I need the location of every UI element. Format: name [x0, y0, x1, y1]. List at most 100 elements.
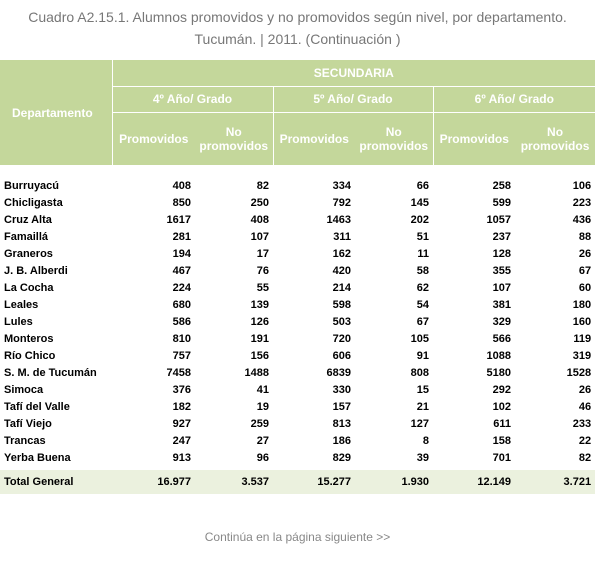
- department-cell: Yerba Buena: [4, 451, 71, 464]
- value-cell: 376: [172, 383, 191, 396]
- header-cell: No promovidos: [195, 112, 273, 165]
- department-cell: Tafí del Valle: [4, 400, 70, 413]
- total-value: 16.977: [112, 470, 195, 494]
- department-cell: Famaillá: [4, 230, 49, 243]
- value-cell: 420: [332, 264, 351, 277]
- department-cell: Leales: [4, 298, 39, 311]
- value-cell: 720: [332, 332, 351, 345]
- data-row: Leales 680 139 598 54 381 180: [0, 296, 595, 313]
- value-cell: 223: [572, 196, 592, 209]
- data-table: Departamento SECUNDARIA 4º Año/ Grado 5º Añ…: [0, 60, 595, 494]
- value-cell: 233: [572, 417, 592, 430]
- value-cell: 680: [172, 298, 191, 311]
- data-row: J. B. Alberdi 467 76 420 58 355 67: [0, 262, 595, 279]
- value-cell: 6839: [326, 366, 351, 379]
- value-cell: 467: [172, 264, 191, 277]
- department-cell: Trancas: [4, 434, 46, 447]
- value-cell: 51: [416, 230, 429, 243]
- value-cell: 927: [172, 417, 191, 430]
- value-cell: 67: [416, 315, 429, 328]
- value-cell: 5180: [486, 366, 511, 379]
- department-cell: Simoca: [4, 383, 44, 396]
- header-cell: SECUNDARIA: [112, 60, 595, 87]
- value-cell: 82: [256, 179, 269, 192]
- department-cell: Tafí Viejo: [4, 417, 52, 430]
- value-cell: 808: [410, 366, 429, 379]
- header-cell: 4º Año/ Grado: [111, 86, 273, 113]
- value-cell: 381: [492, 298, 511, 311]
- value-cell: 105: [410, 332, 429, 345]
- value-cell: 46: [578, 400, 592, 413]
- department-cell: Monteros: [4, 332, 54, 345]
- value-cell: 224: [172, 281, 191, 294]
- value-cell: 202: [410, 213, 429, 226]
- department-cell: Burruyacú: [4, 179, 60, 192]
- header-cell: No promovidos: [515, 112, 595, 165]
- total-value: 3.721: [515, 470, 595, 494]
- value-cell: 319: [572, 349, 592, 362]
- title-line: Cuadro A2.15.1. Alumnos promovidos y no …: [28, 9, 567, 25]
- value-cell: 1488: [244, 366, 269, 379]
- value-cell: 355: [492, 264, 511, 277]
- header-cell: Departamento: [0, 60, 113, 165]
- value-cell: 1463: [326, 213, 351, 226]
- spacer-cell: [0, 165, 595, 177]
- value-cell: 701: [492, 451, 511, 464]
- value-cell: 611: [493, 417, 511, 430]
- data-row: Monteros 810 191 720 105 566 119: [0, 330, 595, 347]
- value-cell: 41: [256, 383, 269, 396]
- value-cell: 8: [422, 434, 429, 447]
- department-cell: Graneros: [4, 247, 53, 260]
- value-cell: 1528: [566, 366, 592, 379]
- data-row: Simoca 376 41 330 15 292 26: [0, 381, 595, 398]
- value-cell: 54: [416, 298, 429, 311]
- value-cell: 22: [578, 434, 592, 447]
- total-value: 1.930: [355, 470, 433, 494]
- value-cell: 156: [250, 349, 269, 362]
- value-cell: 180: [572, 298, 592, 311]
- value-cell: 91: [416, 349, 429, 362]
- value-cell: 566: [492, 332, 511, 345]
- value-cell: 1057: [486, 213, 511, 226]
- data-row: La Cocha 224 55 214 62 107 60: [0, 279, 595, 296]
- department-cell: S. M. de Tucumán: [4, 366, 97, 379]
- value-cell: 21: [416, 400, 429, 413]
- value-cell: 334: [332, 179, 351, 192]
- value-cell: 145: [410, 196, 429, 209]
- value-cell: 76: [256, 264, 269, 277]
- value-cell: 162: [332, 247, 351, 260]
- value-cell: 810: [172, 332, 191, 345]
- value-cell: 329: [492, 315, 511, 328]
- data-row: Trancas 247 27 186 8 158 22: [0, 432, 595, 449]
- value-cell: 107: [250, 230, 269, 243]
- value-cell: 15: [416, 383, 429, 396]
- value-cell: 408: [250, 213, 269, 226]
- value-cell: 913: [172, 451, 191, 464]
- data-row: Cruz Alta 1617 408 1463 202 1057 436: [0, 211, 595, 228]
- value-cell: 128: [492, 247, 511, 260]
- value-cell: 127: [410, 417, 429, 430]
- data-row: Chicligasta 850 250 792 145 599 223: [0, 194, 595, 211]
- department-cell: J. B. Alberdi: [4, 264, 68, 277]
- header-row: Promovidos No promovidos Promovidos No prom…: [0, 112, 595, 165]
- value-cell: 1617: [166, 213, 191, 226]
- value-cell: 26: [578, 247, 592, 260]
- header-cell: Promovidos: [432, 112, 515, 165]
- value-cell: 157: [332, 400, 351, 413]
- value-cell: 158: [492, 434, 511, 447]
- header-cell: No promovidos: [355, 112, 433, 165]
- title-line: Tucumán. | 2011. (Continuación ): [194, 31, 401, 47]
- data-row: Yerba Buena 913 96 829 39 701 82: [0, 449, 595, 466]
- value-cell: 55: [256, 281, 269, 294]
- value-cell: 126: [250, 315, 269, 328]
- value-cell: 330: [332, 383, 351, 396]
- value-cell: 436: [572, 213, 592, 226]
- value-cell: 39: [416, 451, 429, 464]
- value-cell: 250: [250, 196, 269, 209]
- value-cell: 214: [332, 281, 351, 294]
- header-row: 4º Año/ Grado 5º Año/ Grado 6º Año/ Grado: [0, 86, 595, 113]
- value-cell: 160: [572, 315, 592, 328]
- value-cell: 237: [492, 230, 511, 243]
- value-cell: 813: [332, 417, 351, 430]
